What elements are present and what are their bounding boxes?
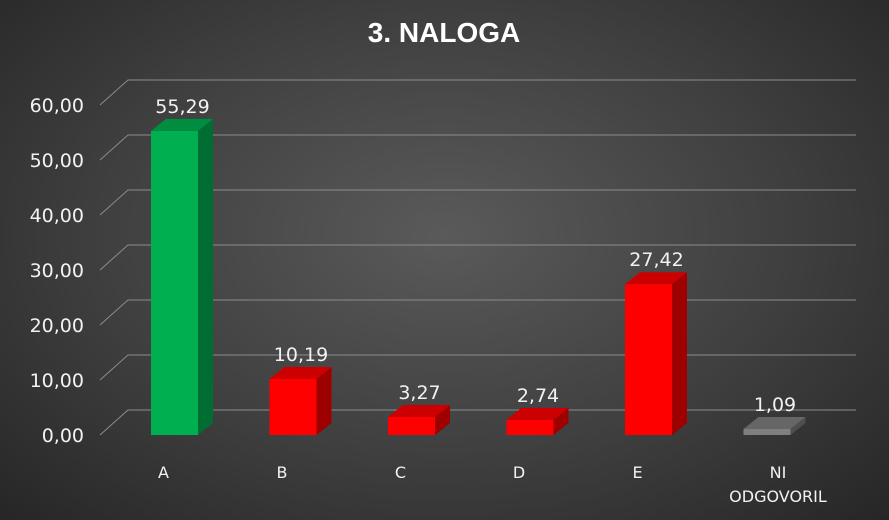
- gridline: [99, 244, 856, 271]
- y-tick-label: 0,00: [42, 425, 84, 447]
- bar-side-face: [198, 118, 213, 435]
- bar-side-face: [435, 405, 450, 435]
- data-label: 2,74: [517, 385, 559, 407]
- gridline: [99, 189, 856, 216]
- y-tick-label: 10,00: [30, 370, 84, 392]
- bar-side-face: [553, 407, 569, 435]
- bar-front-face: [388, 417, 435, 435]
- chart-title: 3. NALOGA: [368, 17, 520, 48]
- bar-top-face: [269, 366, 332, 379]
- x-tick-label: E: [632, 463, 642, 482]
- data-label: 55,29: [155, 96, 209, 118]
- x-tick-label: B: [277, 463, 288, 482]
- bar-side-face: [790, 417, 806, 435]
- gridline: [99, 409, 856, 436]
- gridline: [99, 299, 856, 326]
- bar: [269, 366, 332, 435]
- y-tick-label: 40,00: [30, 205, 84, 227]
- gridlines: [99, 79, 856, 436]
- bar: [506, 407, 569, 435]
- x-tick-label: C: [395, 463, 406, 482]
- bars: [151, 118, 806, 435]
- bar-front-face: [506, 419, 554, 435]
- data-label: 10,19: [274, 344, 328, 366]
- bar-top-face: [151, 118, 213, 131]
- data-label: 27,42: [629, 249, 683, 271]
- gridline: [99, 79, 856, 106]
- data-label: 3,27: [398, 382, 440, 404]
- gridline: [99, 134, 856, 161]
- x-axis-tick-labels: A B C D E NI ODGOVORIL: [158, 463, 827, 506]
- data-label: 1,09: [754, 394, 796, 416]
- bar-top-face: [506, 407, 569, 420]
- x-tick-label: ODGOVORIL: [729, 487, 827, 506]
- bar: [743, 417, 806, 435]
- bar-front-face: [269, 378, 317, 435]
- bar-top-face: [388, 405, 450, 418]
- bar: [151, 118, 213, 435]
- y-tick-label: 20,00: [30, 315, 84, 337]
- x-tick-label: A: [158, 463, 169, 482]
- y-tick-label: 60,00: [30, 95, 84, 117]
- bar: [388, 405, 450, 435]
- x-tick-label: NI: [770, 463, 787, 482]
- bar-top-face: [743, 417, 806, 430]
- bar-top-face: [625, 272, 687, 285]
- bar: [625, 272, 687, 435]
- data-labels: 55,29 10,19 3,27 2,74 27,42 1,09: [155, 96, 796, 416]
- bar-front-face: [151, 130, 198, 435]
- y-tick-label: 30,00: [30, 260, 84, 282]
- gridline: [99, 354, 856, 381]
- bar-side-face: [672, 272, 687, 435]
- x-tick-label: D: [513, 463, 525, 482]
- bar-front-face: [743, 429, 791, 435]
- bar-front-face: [625, 284, 672, 435]
- y-tick-label: 50,00: [30, 150, 84, 172]
- bar-side-face: [316, 366, 332, 435]
- y-axis-tick-labels: 0,00 10,00 20,00 30,00 40,00 50,00 60,00: [30, 95, 84, 447]
